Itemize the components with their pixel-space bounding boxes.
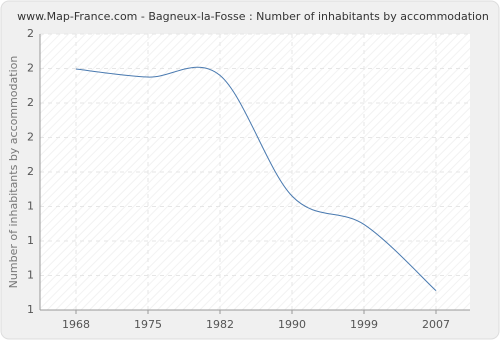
y-tick-label: 2 (27, 96, 34, 109)
y-tick-label: 2 (27, 62, 34, 75)
plot-hatch (40, 34, 470, 310)
x-tick-label: 1999 (350, 318, 378, 331)
chart-title: www.Map-France.com - Bagneux-la-Fosse : … (17, 10, 489, 23)
y-axis-label: Number of inhabitants by accommodation (7, 56, 20, 289)
y-tick-label: 1 (27, 269, 34, 282)
y-tick-label: 1 (27, 303, 34, 316)
y-tick-label: 2 (27, 165, 34, 178)
x-tick-label: 1968 (62, 318, 90, 331)
x-tick-label: 1982 (206, 318, 234, 331)
line-series (75, 66, 437, 292)
y-tick-label: 2 (27, 27, 34, 40)
y-tick-label: 1 (27, 200, 34, 213)
x-tick-label: 2007 (422, 318, 450, 331)
y-tick-label: 1 (27, 234, 34, 247)
x-tick-label: 1975 (134, 318, 162, 331)
y-tick-label: 2 (27, 131, 34, 144)
x-tick-label: 1990 (278, 318, 306, 331)
